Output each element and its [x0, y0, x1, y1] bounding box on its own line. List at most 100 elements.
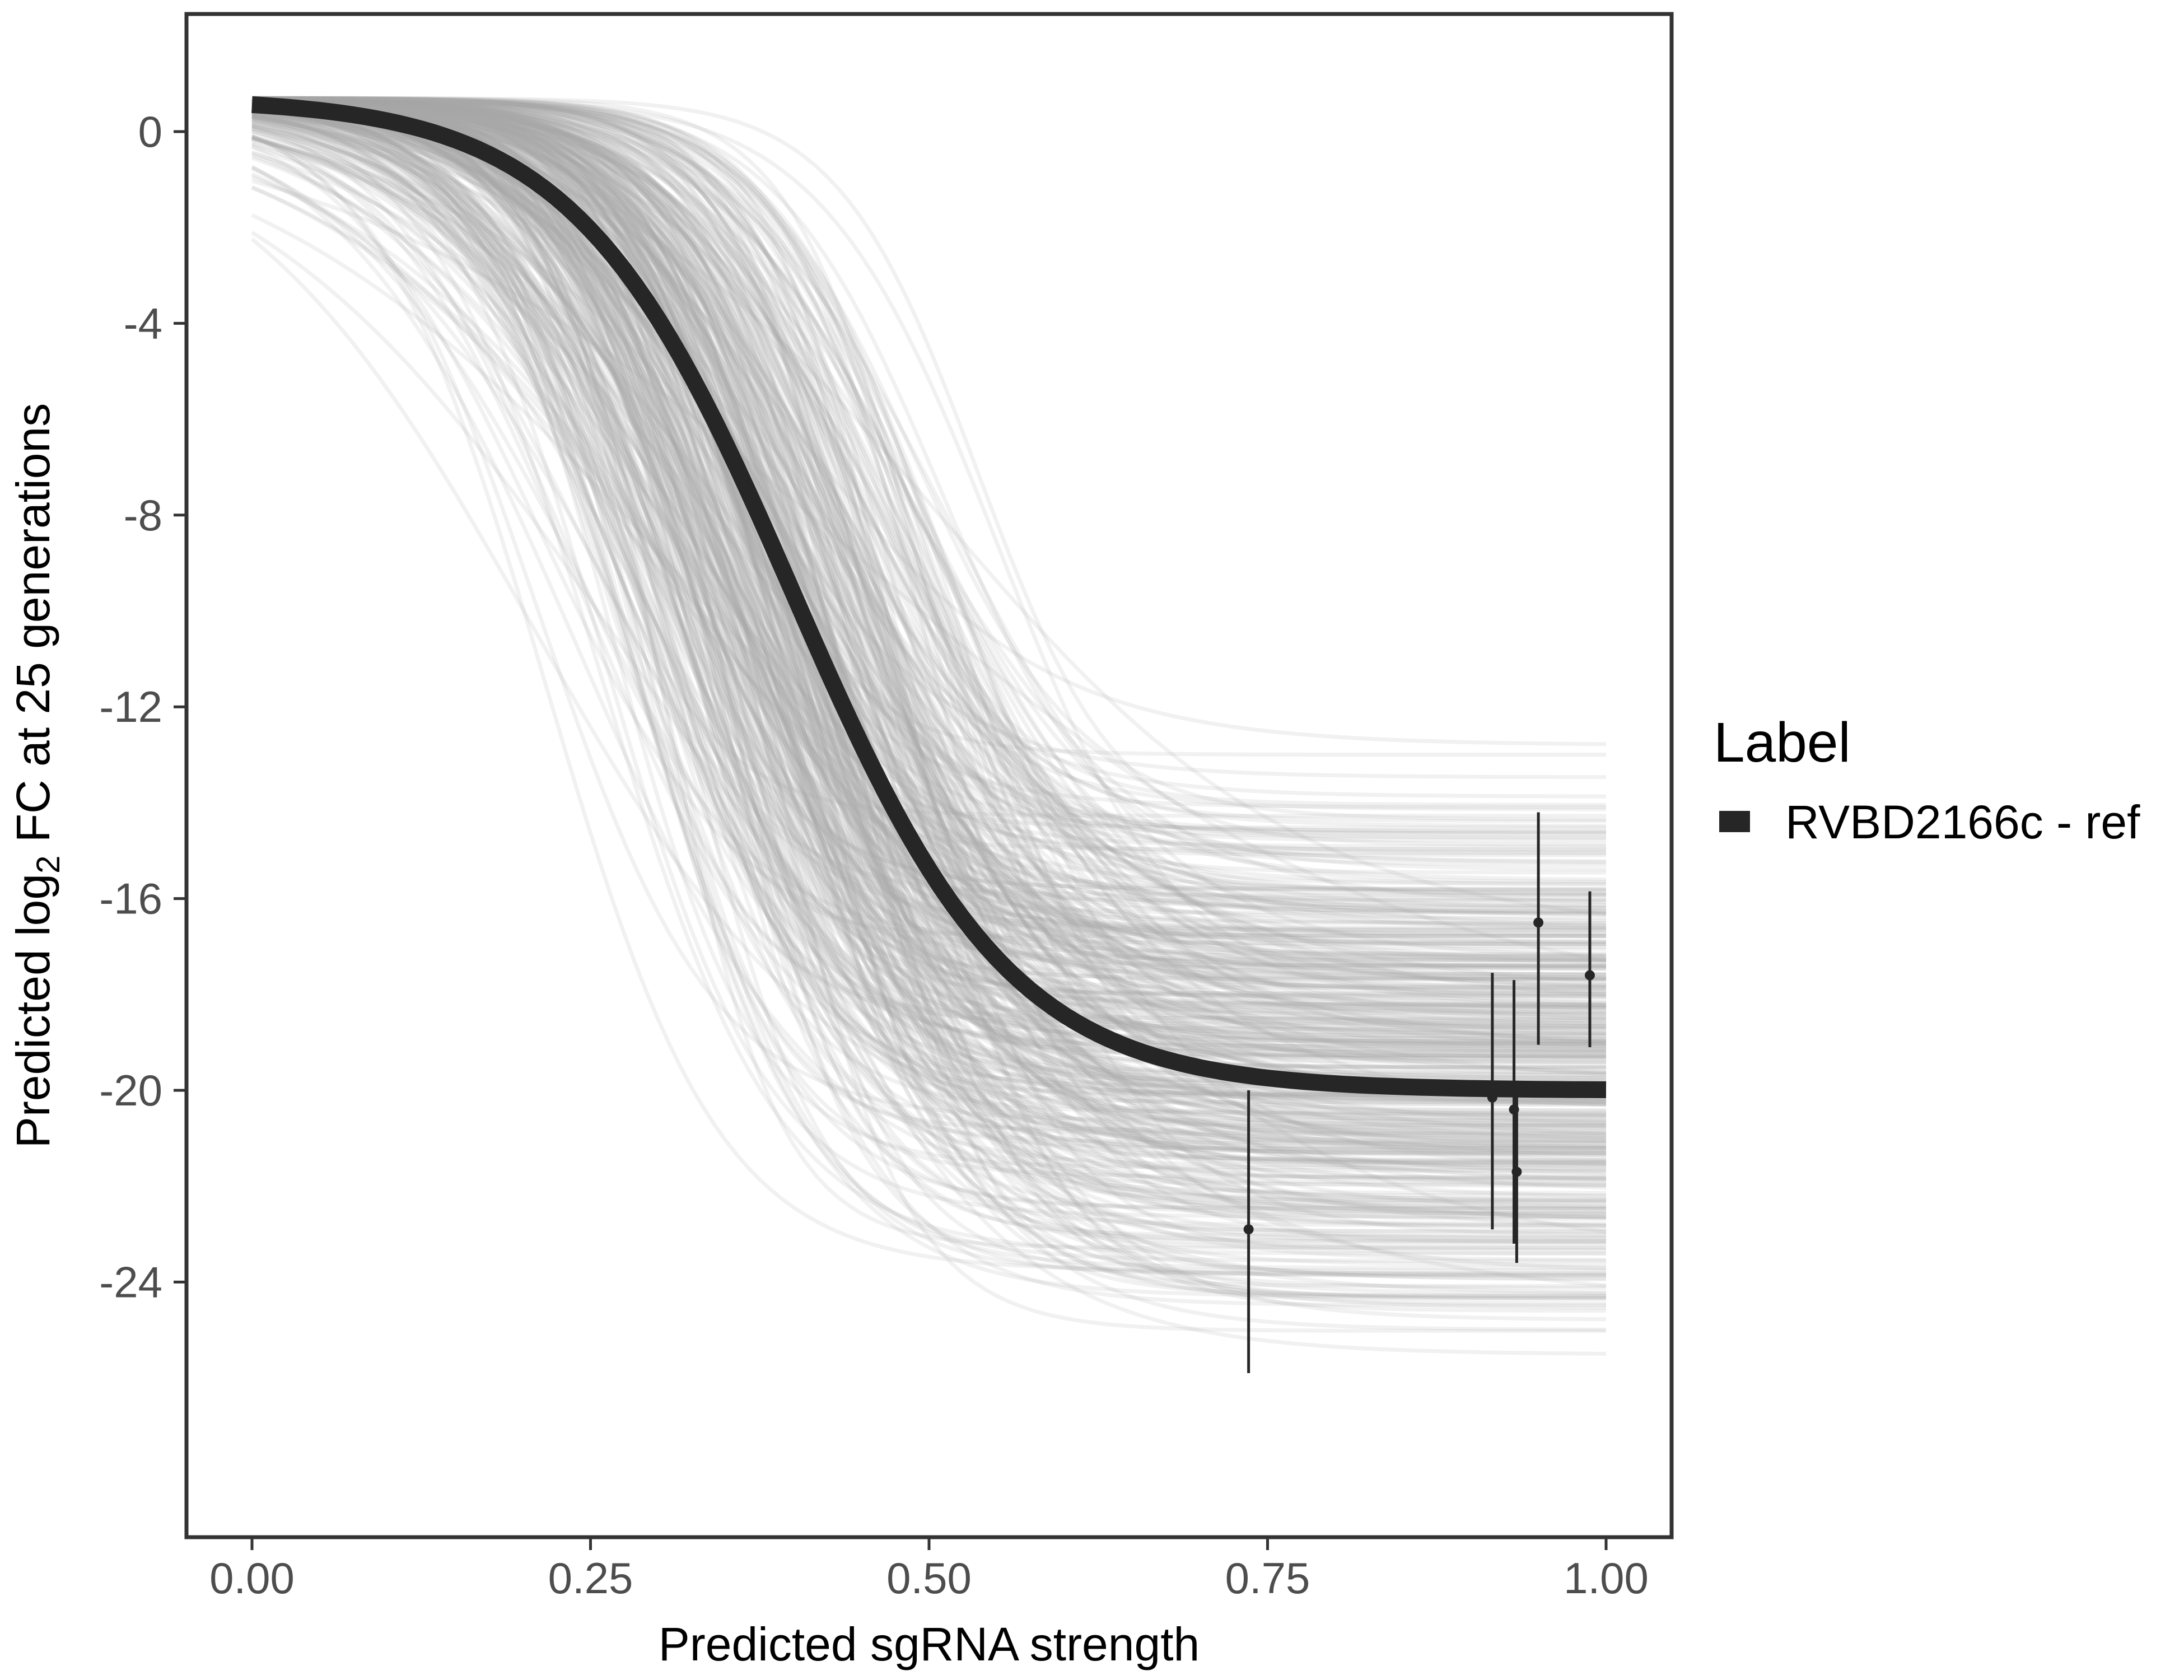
posterior-curve: [251, 101, 1606, 996]
posterior-curve: [251, 98, 1606, 1148]
posterior-curve: [251, 99, 1607, 904]
posterior-curve: [251, 97, 1607, 1165]
posterior-curve: [251, 97, 1606, 1164]
y-axis-title: Predicted log2 FC at 25 generations: [7, 403, 67, 1148]
posterior-curve: [251, 98, 1607, 1102]
posterior-curve: [251, 100, 1606, 1138]
data-point: [1511, 1166, 1522, 1177]
posterior-curve: [251, 96, 1607, 1031]
posterior-curve: [251, 97, 1607, 1029]
posterior-curve: [251, 115, 1607, 1103]
posterior-curve: [251, 96, 1606, 1056]
posterior-curve: [251, 97, 1606, 1300]
posterior-curve: [251, 165, 1606, 1105]
posterior-curve: [251, 138, 1607, 1234]
posterior-curve: [252, 96, 1606, 1062]
data-point: [1533, 917, 1544, 928]
x-tick-label: 1.00: [1564, 1553, 1649, 1603]
posterior-curve: [251, 109, 1606, 982]
posterior-curve: [251, 108, 1607, 1026]
posterior-curve: [251, 97, 1606, 1227]
posterior-curve: [251, 98, 1606, 1069]
posterior-curve: [251, 101, 1606, 1179]
posterior-curve: [251, 99, 1606, 1025]
posterior-curve: [251, 123, 1607, 984]
posterior-curve: [251, 97, 1606, 931]
posterior-curve: [251, 97, 1606, 1058]
posterior-curve: [251, 103, 1607, 1030]
posterior-curve: [251, 97, 1606, 997]
posterior-curve: [251, 96, 1606, 1180]
posterior-curve: [251, 230, 1607, 1182]
posterior-curve: [251, 101, 1606, 1021]
posterior-curve: [251, 96, 1606, 1187]
posterior-curve: [251, 115, 1607, 917]
posterior-curve: [251, 116, 1606, 1043]
posterior-curve: [251, 124, 1607, 865]
posterior-curve: [251, 172, 1607, 923]
posterior-curve: [251, 114, 1606, 1016]
posterior-curve: [251, 102, 1606, 1058]
posterior-curve: [251, 112, 1606, 1048]
posterior-curve: [251, 96, 1606, 977]
posterior-curve: [251, 102, 1606, 1070]
posterior-curve: [251, 114, 1607, 1113]
posterior-curve: [251, 102, 1606, 898]
posterior-curve: [251, 96, 1606, 1127]
posterior-curve: [251, 100, 1606, 1173]
posterior-curve: [251, 101, 1607, 917]
posterior-curve: [251, 115, 1607, 1282]
posterior-curve: [251, 104, 1606, 1168]
posterior-curve: [251, 101, 1606, 956]
posterior-curve: [251, 97, 1606, 896]
posterior-curve: [251, 101, 1607, 1145]
posterior-curve: [251, 107, 1607, 1206]
posterior-curve: [251, 107, 1606, 993]
x-axis: 0.00 0.25 0.50 0.75 1.00: [209, 1539, 1649, 1603]
posterior-curve: [251, 213, 1607, 1046]
posterior-curve: [251, 104, 1606, 1270]
y-tick-label: -16: [99, 874, 162, 923]
posterior-curve: [252, 96, 1606, 1164]
posterior-curve: [251, 96, 1606, 835]
posterior-curve: [251, 97, 1607, 1015]
posterior-curve: [252, 96, 1606, 1221]
posterior-curve: [251, 125, 1607, 893]
posterior-curve: [251, 113, 1607, 1163]
posterior-curve: [251, 106, 1607, 1010]
posterior-curve: [251, 96, 1607, 1066]
posterior-curve: [251, 97, 1606, 1100]
posterior-curve: [251, 96, 1606, 913]
posterior-curve: [251, 99, 1606, 1010]
posterior-curve: [251, 96, 1606, 1173]
posterior-curve: [251, 137, 1607, 1198]
plot-panel-border: [184, 12, 1674, 1539]
legend: Label RVBD2166c - ref: [1714, 711, 2140, 848]
posterior-curve: [251, 102, 1607, 930]
posterior-curve: [251, 107, 1606, 1117]
posterior-curve: [251, 101, 1606, 971]
posterior-curve: [252, 96, 1606, 1023]
posterior-curve: [251, 102, 1606, 1011]
posterior-curve: [251, 96, 1607, 884]
posterior-curve: [251, 109, 1607, 1168]
posterior-curve: [251, 97, 1607, 1081]
posterior-curve: [251, 96, 1606, 1135]
posterior-curve: [252, 96, 1606, 1299]
posterior-curve: [251, 103, 1606, 1188]
posterior-curve: [251, 100, 1607, 1050]
posterior-curve: [251, 96, 1606, 1127]
posterior-curve: [251, 153, 1607, 1220]
posterior-curve: [251, 100, 1607, 799]
posterior-curve: [251, 102, 1607, 1019]
posterior-curve: [251, 99, 1606, 1044]
reference-curve: [251, 96, 1607, 1098]
posterior-curve: [251, 110, 1607, 1008]
posterior-curve: [251, 97, 1607, 914]
posterior-curve: [251, 110, 1606, 1060]
posterior-curve: [251, 96, 1606, 843]
posterior-curve: [251, 105, 1607, 1306]
posterior-curve: [251, 97, 1606, 1244]
y-axis-title-subscript: 2: [30, 856, 67, 874]
